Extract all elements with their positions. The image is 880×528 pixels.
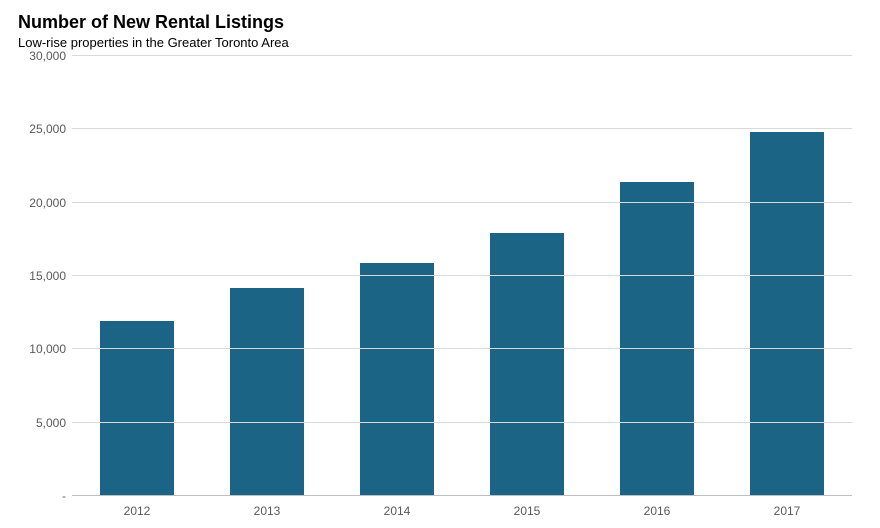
- x-tick-label: 2012: [72, 504, 202, 518]
- bar-slot: [722, 132, 852, 496]
- x-tick-label: 2014: [332, 504, 462, 518]
- bar: [230, 288, 304, 496]
- y-tick-label: 20,000: [12, 196, 66, 210]
- chart-container: Number of New Rental Listings Low-rise p…: [0, 0, 880, 528]
- y-tick-label: 10,000: [12, 342, 66, 356]
- chart-subtitle: Low-rise properties in the Greater Toron…: [18, 35, 862, 50]
- y-tick-label: 15,000: [12, 269, 66, 283]
- bar-slot: [462, 233, 592, 496]
- plot-area: -5,00010,00015,00020,00025,00030,000: [72, 56, 852, 496]
- gridline: [72, 422, 852, 423]
- bar-slot: [592, 182, 722, 496]
- bar: [360, 263, 434, 496]
- bars-group: [72, 56, 852, 496]
- bar-slot: [202, 288, 332, 496]
- bar: [490, 233, 564, 496]
- chart-title: Number of New Rental Listings: [18, 12, 862, 33]
- bar: [750, 132, 824, 496]
- y-tick-label: 25,000: [12, 122, 66, 136]
- y-tick-label: -: [12, 489, 66, 503]
- x-tick-label: 2013: [202, 504, 332, 518]
- gridline: [72, 128, 852, 129]
- y-tick-label: 5,000: [12, 416, 66, 430]
- x-tick-label: 2016: [592, 504, 722, 518]
- bar: [620, 182, 694, 496]
- x-axis-labels: 201220132014201520162017: [72, 504, 852, 518]
- gridline: [72, 275, 852, 276]
- gridline: [72, 348, 852, 349]
- x-tick-label: 2017: [722, 504, 852, 518]
- title-block: Number of New Rental Listings Low-rise p…: [18, 12, 862, 50]
- y-tick-label: 30,000: [12, 49, 66, 63]
- gridline: [72, 202, 852, 203]
- x-tick-label: 2015: [462, 504, 592, 518]
- bar-slot: [332, 263, 462, 496]
- x-axis-line: [72, 495, 852, 496]
- gridline: [72, 55, 852, 56]
